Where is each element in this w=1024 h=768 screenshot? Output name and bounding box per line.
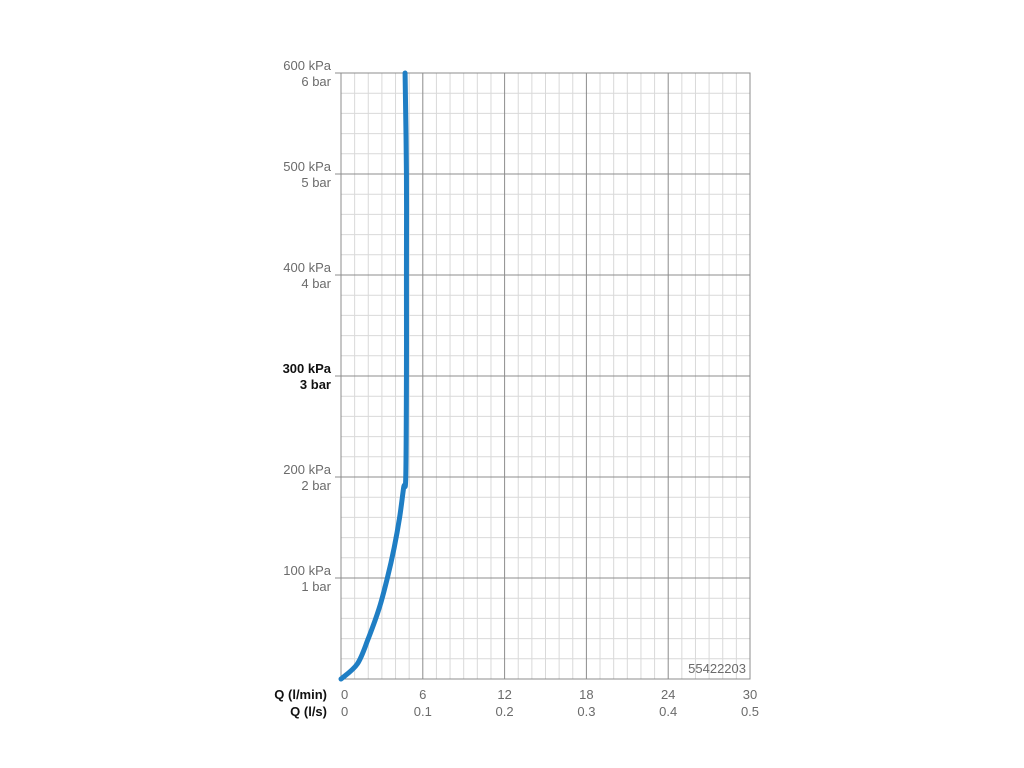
y-tick-label-kpa: 600 kPa — [283, 58, 331, 73]
y-tick-label-kpa: 200 kPa — [283, 462, 331, 477]
y-tick-label-kpa: 100 kPa — [283, 563, 331, 578]
x-tick-label: 6 — [419, 687, 426, 702]
x-axis-labels: Q (l/min) 0 6 12 18 24 30 Q (l/s) 0 0.1 0.2 0.3 0.4 0… — [274, 687, 759, 719]
y-tick-label-bar: 3 bar — [300, 377, 331, 392]
y-tick-label-kpa: 400 kPa — [283, 260, 331, 275]
x-tick-label: 30 — [743, 687, 757, 702]
x-tick-label: 0.4 — [659, 704, 677, 719]
major-grid — [335, 72, 750, 679]
x-tick-label: 0.2 — [496, 704, 514, 719]
x-tick-label: 0 — [341, 687, 348, 702]
y-tick-label-bar: 1 bar — [301, 579, 331, 594]
x-tick-label: 0.1 — [414, 704, 432, 719]
y-tick-label-bar: 2 bar — [301, 478, 331, 493]
x-axis-name: Q (l/min) — [274, 687, 327, 702]
plot-frame — [340, 72, 751, 680]
x-tick-label: 0.3 — [577, 704, 595, 719]
x-axis-name: Q (l/s) — [290, 704, 327, 719]
y-tick-label-kpa: 500 kPa — [283, 159, 331, 174]
y-tick-label-kpa: 300 kPa — [283, 361, 332, 376]
x-tick-label: 0 — [341, 704, 348, 719]
x-tick-label: 12 — [497, 687, 511, 702]
article-number-label: 55422203 — [688, 661, 746, 676]
y-tick-label-bar: 4 bar — [301, 276, 331, 291]
x-tick-label: 18 — [579, 687, 593, 702]
y-tick-label-bar: 5 bar — [301, 175, 331, 190]
x-tick-label: 0.5 — [741, 704, 759, 719]
series-line — [338, 70, 410, 682]
x-tick-label: 24 — [661, 687, 675, 702]
y-tick-label-bar: 6 bar — [301, 74, 331, 89]
